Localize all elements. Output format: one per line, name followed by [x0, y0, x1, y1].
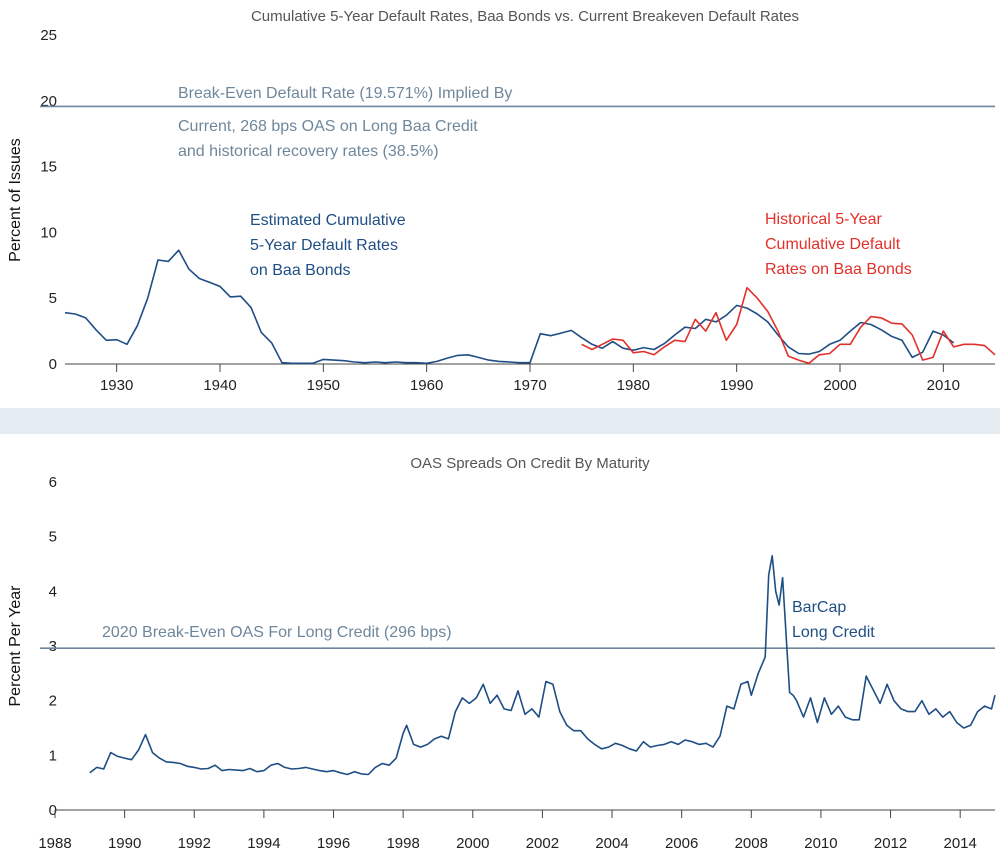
panel-separator — [0, 408, 1000, 434]
y-tick-labels: 0 5 10 15 20 25 — [40, 27, 57, 373]
series-line-estimated-baa — [64, 249, 955, 365]
chart-oas-spreads: OAS Spreads On Credit By Maturity Percen… — [7, 455, 996, 852]
y-axis-label: Percent of Issues — [7, 138, 24, 262]
estimated-series-label-2: 5-Year Default Rates — [250, 237, 398, 254]
x-tick-label: 1980 — [617, 377, 650, 394]
x-tick-label: 1960 — [410, 377, 443, 394]
x-tick-label: 2014 — [943, 835, 976, 852]
y-tick-label: 10 — [40, 224, 57, 241]
x-tick-label: 2006 — [665, 835, 698, 852]
x-tick-labels: 1930 1940 1950 1960 1970 1980 1990 2000 2010 — [100, 364, 960, 394]
estimated-series-label-1: Estimated Cumulative — [250, 212, 406, 229]
y-tick-label: 1 — [49, 747, 57, 764]
historical-series-label-2: Cumulative Default — [765, 236, 901, 253]
barcap-series-label-1: BarCap — [792, 599, 846, 616]
y-tick-label: 2 — [49, 693, 57, 710]
x-tick-label: 1990 — [108, 835, 141, 852]
x-tick-label: 2000 — [456, 835, 489, 852]
x-tick-label: 1992 — [178, 835, 211, 852]
y-tick-label: 25 — [40, 27, 57, 44]
x-tick-label: 1996 — [317, 835, 350, 852]
y-axis-label: Percent Per Year — [7, 585, 24, 707]
y-tick-label: 15 — [40, 159, 57, 176]
chart-title: Cumulative 5-Year Default Rates, Baa Bon… — [251, 8, 799, 25]
estimated-series-label-3: on Baa Bonds — [250, 262, 351, 279]
y-tick-label: 0 — [49, 356, 57, 373]
x-tick-label: 2008 — [735, 835, 768, 852]
series-line-historical-baa — [581, 286, 996, 365]
x-tick-label: 2002 — [526, 835, 559, 852]
y-tick-label: 6 — [49, 474, 57, 491]
reference-line-label: 2020 Break-Even OAS For Long Credit (296… — [102, 624, 452, 641]
x-tick-label: 2000 — [823, 377, 856, 394]
chart-title: OAS Spreads On Credit By Maturity — [410, 455, 650, 472]
reference-line-label-2: Current, 268 bps OAS on Long Baa Credit — [178, 118, 478, 135]
y-tick-label: 20 — [40, 93, 57, 110]
x-tick-label: 1930 — [100, 377, 133, 394]
y-tick-label: 0 — [49, 802, 57, 819]
y-tick-label: 4 — [49, 583, 57, 600]
x-tick-label: 1994 — [247, 835, 280, 852]
x-tick-label: 1970 — [513, 377, 546, 394]
historical-series-label-3: Rates on Baa Bonds — [765, 261, 912, 278]
y-tick-label: 5 — [49, 529, 57, 546]
x-tick-label: 1998 — [386, 835, 419, 852]
x-tick-label: 1940 — [203, 377, 236, 394]
x-tick-label: 2004 — [595, 835, 628, 852]
reference-line-label-1: Break-Even Default Rate (19.571%) Implie… — [178, 85, 512, 102]
chart-default-rates: Cumulative 5-Year Default Rates, Baa Bon… — [7, 8, 996, 394]
x-tick-label: 2012 — [874, 835, 907, 852]
barcap-series-label-2: Long Credit — [792, 624, 875, 641]
series-line-barcap-long-credit — [89, 555, 996, 776]
y-tick-labels: 0 1 2 3 4 5 6 — [49, 474, 57, 819]
x-tick-labels: 1988 1990 1992 1994 1996 1998 2000 2002 2004 2006… — [38, 810, 977, 852]
x-tick-label: 1990 — [720, 377, 753, 394]
x-tick-label: 1950 — [307, 377, 340, 394]
y-tick-label: 3 — [49, 638, 57, 655]
x-tick-label: 2010 — [927, 377, 960, 394]
reference-line-label-3: and historical recovery rates (38.5%) — [178, 143, 439, 160]
x-tick-label: 2010 — [804, 835, 837, 852]
historical-series-label-1: Historical 5-Year — [765, 211, 882, 228]
x-tick-label: 1988 — [38, 835, 71, 852]
y-tick-label: 5 — [49, 290, 57, 307]
